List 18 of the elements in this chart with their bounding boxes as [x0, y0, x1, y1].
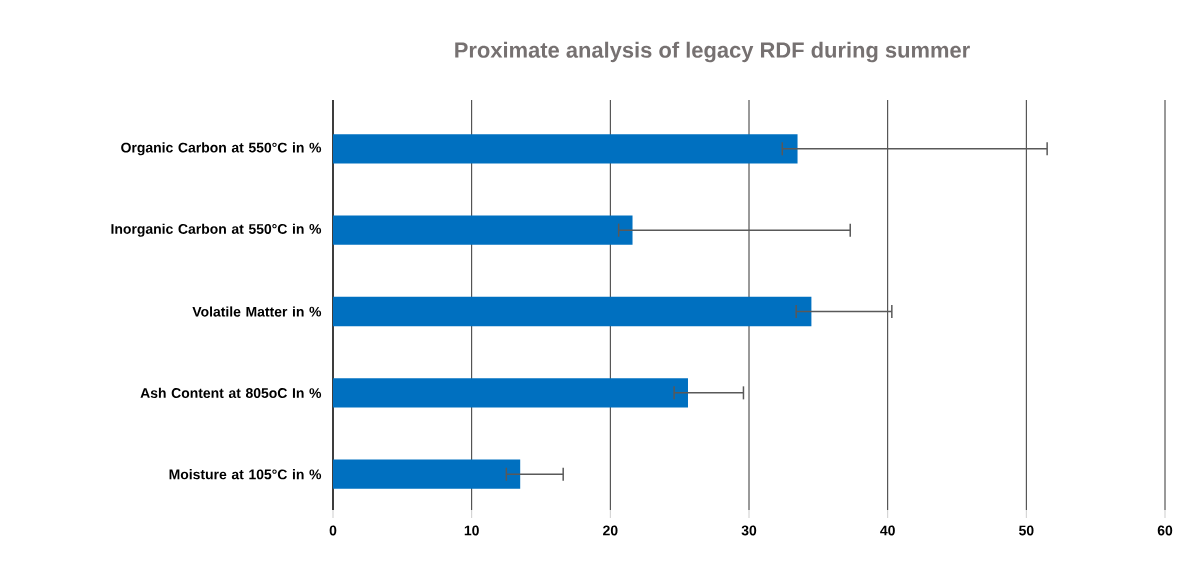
bar	[333, 215, 633, 245]
x-tick-label: 60	[1157, 525, 1173, 536]
y-tick-label: Moisture at 105°C in %	[169, 469, 322, 480]
x-tick-label: 30	[741, 525, 757, 536]
bar	[333, 378, 688, 408]
x-tick-label: 20	[603, 525, 618, 536]
y-tick-label: Inorganic Carbon at 550°C in %	[111, 223, 322, 237]
bar	[333, 459, 521, 489]
x-tick-label: 10	[464, 525, 479, 536]
y-tick-label: Volatile Matter in %	[192, 306, 322, 317]
x-tick-label: 40	[880, 525, 895, 536]
chart-title: Proximate analysis of legacy RDF during summer	[455, 41, 970, 63]
y-tick-label: Ash Content at 805oC In %	[140, 387, 322, 398]
bar	[333, 134, 798, 164]
bar	[333, 296, 812, 327]
x-tick-label: 0	[329, 525, 337, 536]
y-tick-label: Organic Carbon at 550°C in %	[121, 142, 322, 156]
x-tick-label: 50	[1019, 525, 1034, 536]
